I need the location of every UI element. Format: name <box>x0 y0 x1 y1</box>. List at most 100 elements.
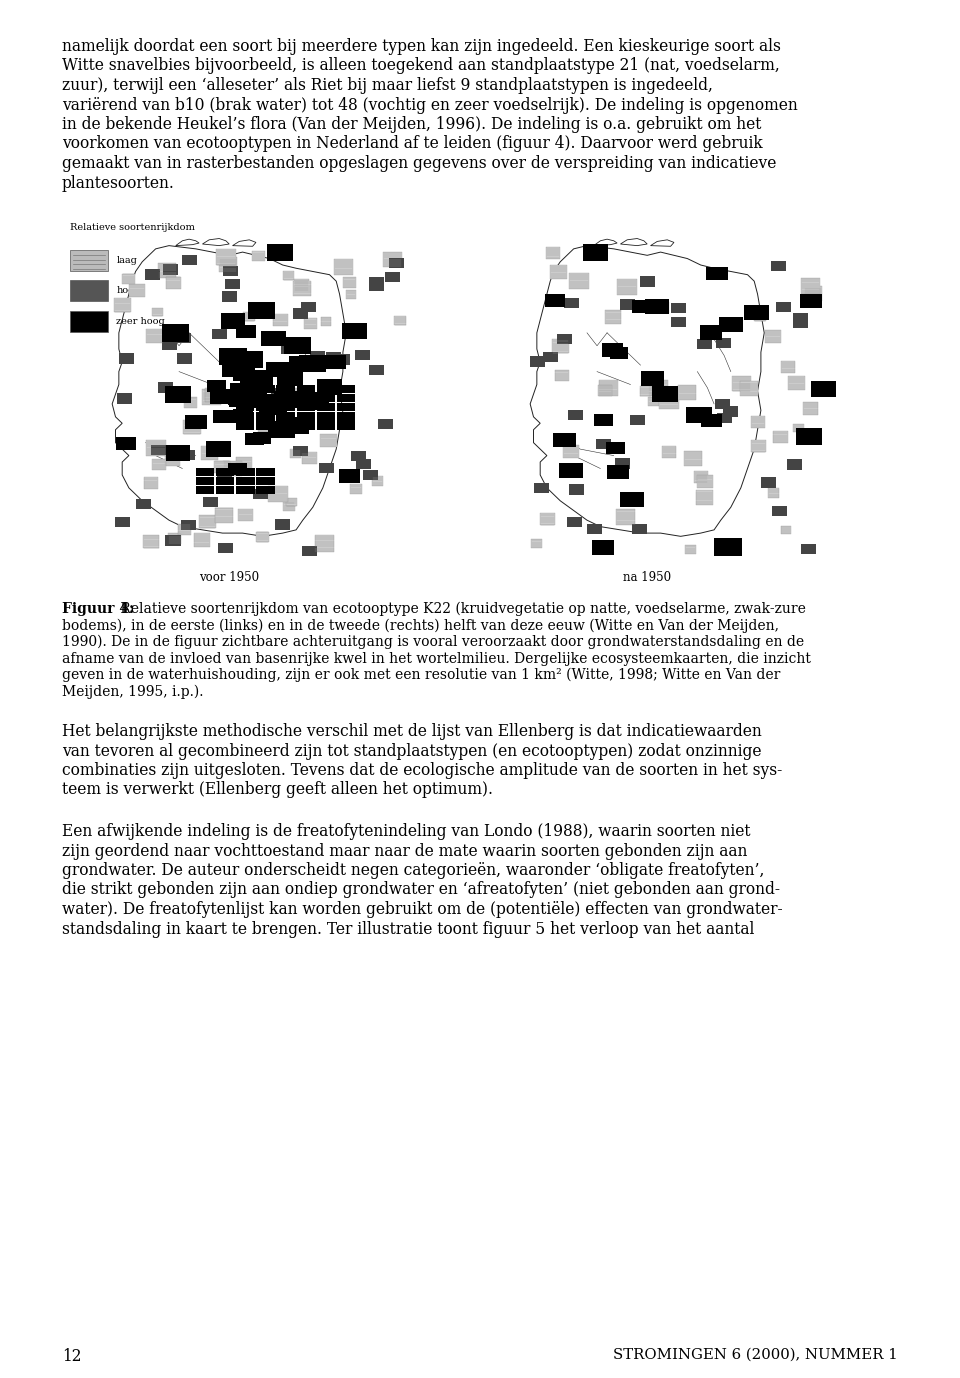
Bar <box>147 440 166 456</box>
Bar <box>283 271 294 280</box>
Bar <box>256 477 275 485</box>
Bar <box>297 422 315 430</box>
Bar <box>243 311 254 321</box>
Bar <box>617 278 637 295</box>
Bar <box>607 442 625 455</box>
Bar <box>224 462 242 477</box>
Bar <box>256 422 275 430</box>
Bar <box>249 302 276 320</box>
Bar <box>129 284 145 298</box>
Bar <box>269 486 288 502</box>
Bar <box>317 394 335 402</box>
Bar <box>214 460 229 473</box>
Text: 1990). De in de figuur zichtbare achteruitgang is vooral veroorzaakt door grondw: 1990). De in de figuur zichtbare achteru… <box>62 635 804 649</box>
Bar <box>755 311 766 321</box>
Bar <box>602 343 623 357</box>
Bar <box>804 287 822 300</box>
Bar <box>225 280 240 289</box>
Bar <box>620 492 644 507</box>
Bar <box>543 351 558 362</box>
Bar <box>801 544 816 554</box>
Bar <box>564 298 579 309</box>
Text: hoog: hoog <box>116 287 140 295</box>
Text: water). De freatofytenlijst kan worden gebruikt om de (potentiële) effecten van : water). De freatofytenlijst kan worden g… <box>62 901 782 918</box>
Bar <box>740 382 757 395</box>
Bar <box>788 376 804 390</box>
Bar <box>793 424 804 433</box>
Bar <box>283 502 295 511</box>
Bar <box>177 353 192 364</box>
Bar <box>301 546 317 557</box>
Bar <box>256 412 275 420</box>
Bar <box>273 314 288 325</box>
Bar <box>284 336 311 354</box>
Bar <box>350 484 362 493</box>
Bar <box>343 277 356 288</box>
Bar <box>70 280 108 302</box>
Bar <box>337 412 355 420</box>
Bar <box>594 415 613 426</box>
Bar <box>271 389 286 398</box>
Text: bodems), in de eerste (links) en in de tweede (rechts) helft van deze eeuw (Witt: bodems), in de eerste (links) en in de t… <box>62 619 779 633</box>
Bar <box>339 469 360 482</box>
Bar <box>546 247 560 259</box>
Bar <box>181 520 197 529</box>
Bar <box>552 339 569 353</box>
Bar <box>599 380 617 395</box>
Bar <box>744 305 769 321</box>
Bar <box>205 441 230 457</box>
Polygon shape <box>530 245 764 536</box>
Bar <box>317 422 335 430</box>
Bar <box>235 457 252 470</box>
Bar <box>369 277 384 287</box>
Bar <box>301 452 317 464</box>
Bar <box>694 471 708 482</box>
Bar <box>656 302 669 313</box>
Bar <box>325 351 341 362</box>
Text: Relatieve soortenrijkdom van ecotooptype K22 (kruidvegetatie op natte, voedselar: Relatieve soortenrijkdom van ecotooptype… <box>116 602 805 616</box>
Bar <box>564 445 579 457</box>
Bar <box>267 244 293 260</box>
Bar <box>158 382 173 393</box>
Bar <box>119 353 134 364</box>
Bar <box>196 486 214 495</box>
Bar <box>723 407 738 416</box>
Text: plantesoorten.: plantesoorten. <box>62 175 175 192</box>
Bar <box>640 277 655 287</box>
Bar <box>256 467 275 475</box>
Bar <box>246 433 264 445</box>
Bar <box>215 507 233 522</box>
Bar <box>227 356 247 368</box>
Bar <box>136 499 152 508</box>
Bar <box>286 497 297 507</box>
Bar <box>706 267 728 281</box>
Bar <box>275 520 290 529</box>
Bar <box>258 422 271 433</box>
Bar <box>153 307 163 317</box>
Bar <box>615 459 631 469</box>
Bar <box>70 249 108 271</box>
Bar <box>70 311 108 332</box>
Bar <box>122 274 134 284</box>
Bar <box>351 451 366 462</box>
Bar <box>276 402 295 412</box>
Bar <box>771 260 786 271</box>
Bar <box>288 391 314 408</box>
Bar <box>652 386 678 402</box>
Bar <box>117 394 132 404</box>
Bar <box>369 365 384 375</box>
Text: Witte snavelbies bijvoorbeeld, is alleen toegekend aan standplaatstype 21 (nat, : Witte snavelbies bijvoorbeeld, is alleen… <box>62 58 780 74</box>
Bar <box>395 316 406 325</box>
Bar <box>801 294 823 307</box>
Bar <box>223 365 242 378</box>
Bar <box>337 384 355 393</box>
Bar <box>204 387 222 401</box>
Bar <box>321 317 331 325</box>
Bar <box>165 386 191 404</box>
Bar <box>751 441 765 452</box>
Bar <box>166 445 190 460</box>
Bar <box>811 382 836 397</box>
Bar <box>315 536 334 551</box>
Text: combinaties zijn uitgesloten. Tevens dat de ecologische amplitude van de soorten: combinaties zijn uitgesloten. Tevens dat… <box>62 762 782 779</box>
Bar <box>181 255 197 265</box>
